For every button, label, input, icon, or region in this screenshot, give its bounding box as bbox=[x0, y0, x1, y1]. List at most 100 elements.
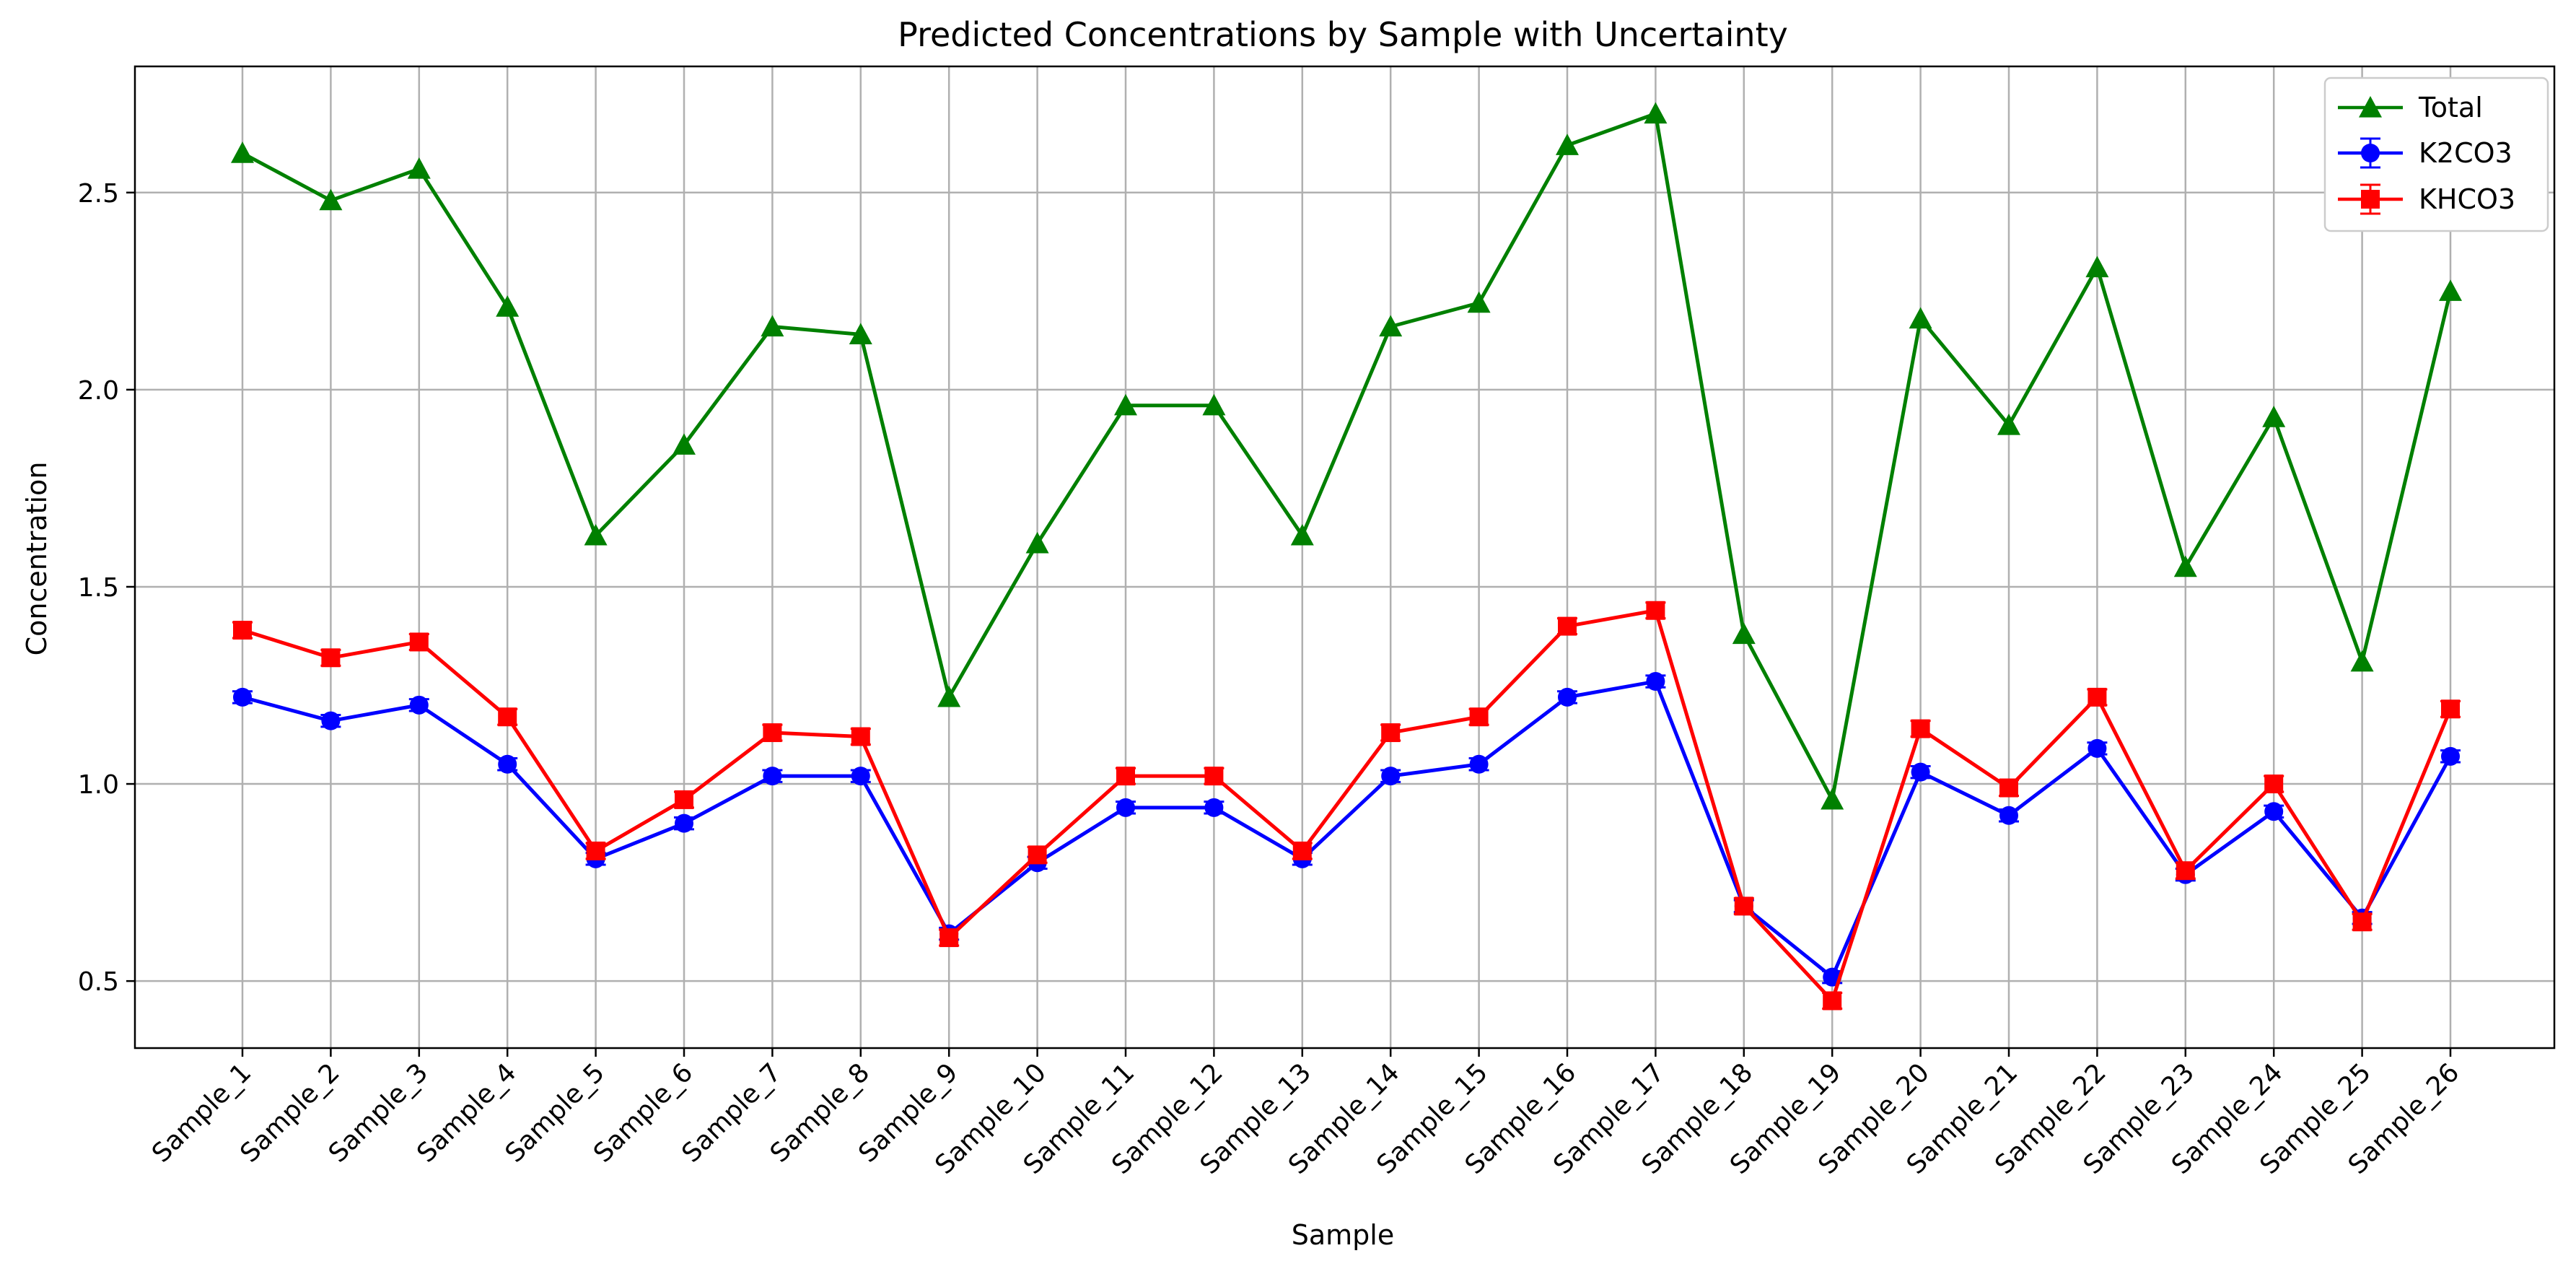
y-tick-label: 1.5 bbox=[78, 573, 119, 603]
data-point bbox=[2439, 279, 2462, 301]
legend-marker-shape bbox=[2359, 96, 2382, 118]
data-point bbox=[1646, 601, 1665, 620]
data-point bbox=[2441, 699, 2460, 719]
series-line bbox=[242, 608, 2453, 1003]
data-point bbox=[2262, 406, 2286, 427]
data-point bbox=[1379, 315, 1403, 337]
data-point bbox=[1999, 806, 2018, 825]
data-point bbox=[498, 707, 517, 727]
data-point bbox=[1116, 767, 1135, 786]
data-point bbox=[2264, 775, 2284, 794]
data-point bbox=[937, 685, 961, 707]
series-total bbox=[231, 102, 2462, 810]
data-point bbox=[1823, 991, 1842, 1011]
data-point bbox=[2352, 912, 2372, 932]
data-point bbox=[761, 315, 784, 337]
data-point bbox=[2176, 861, 2195, 881]
data-point bbox=[1911, 762, 1930, 782]
data-point bbox=[1469, 754, 1489, 774]
data-point bbox=[233, 621, 252, 640]
data-point bbox=[1732, 622, 1756, 645]
legend-marker-shape bbox=[2361, 144, 2380, 162]
data-point bbox=[2264, 802, 2284, 821]
data-point bbox=[409, 632, 429, 652]
data-point bbox=[1028, 845, 1047, 865]
data-point bbox=[498, 754, 517, 774]
data-point bbox=[407, 157, 431, 179]
data-point bbox=[851, 727, 870, 746]
legend-label-khco3: KHCO3 bbox=[2419, 183, 2515, 215]
legend-entry-total: Total bbox=[2338, 92, 2483, 123]
data-point bbox=[1734, 896, 1753, 916]
legend-label-total: Total bbox=[2418, 92, 2483, 123]
data-point bbox=[584, 523, 608, 546]
data-point bbox=[2441, 746, 2460, 766]
data-point bbox=[2087, 687, 2107, 707]
plot-frame bbox=[133, 65, 2556, 1050]
data-point bbox=[1646, 672, 1665, 691]
data-point bbox=[849, 323, 872, 345]
data-point bbox=[2173, 555, 2197, 577]
data-point bbox=[1999, 778, 2018, 798]
data-point bbox=[1290, 523, 1314, 546]
legend-label-k2co3: K2CO3 bbox=[2419, 137, 2513, 169]
data-point bbox=[763, 767, 782, 786]
data-point bbox=[1467, 291, 1491, 313]
series-line bbox=[241, 112, 2453, 802]
data-point bbox=[231, 141, 254, 163]
series-line bbox=[242, 679, 2453, 980]
legend-marker-shape bbox=[2361, 190, 2380, 209]
data-point bbox=[1911, 719, 1930, 738]
data-point bbox=[1821, 787, 1844, 810]
series-layer bbox=[231, 102, 2462, 1011]
y-tick-label: 2.5 bbox=[78, 179, 119, 209]
data-point bbox=[496, 295, 520, 317]
series-khco3 bbox=[232, 601, 2461, 1011]
data-point bbox=[1202, 393, 1226, 416]
data-point bbox=[1558, 687, 1577, 707]
data-point bbox=[1116, 798, 1135, 817]
data-point bbox=[1997, 414, 2020, 435]
data-point bbox=[1204, 798, 1224, 817]
data-point bbox=[851, 767, 870, 786]
grid bbox=[135, 66, 2554, 1048]
data-point bbox=[675, 790, 693, 809]
y-tick-label: 2.0 bbox=[78, 376, 119, 406]
data-point bbox=[233, 687, 252, 707]
data-point bbox=[1381, 723, 1401, 743]
data-point bbox=[675, 813, 693, 833]
legend-marker-k2co3 bbox=[2360, 137, 2380, 169]
data-point bbox=[1292, 841, 1312, 860]
legend: Total K2CO3 KHCO3 bbox=[2323, 77, 2549, 232]
legend-marker-total bbox=[2359, 96, 2382, 118]
data-point bbox=[1558, 616, 1577, 636]
legend-entry-k2co3: K2CO3 bbox=[2338, 137, 2513, 169]
data-point bbox=[1025, 531, 1049, 554]
data-point bbox=[1114, 393, 1137, 416]
data-point bbox=[1381, 767, 1401, 786]
data-point bbox=[321, 648, 341, 668]
data-point bbox=[321, 711, 341, 730]
x-axis-label: Sample bbox=[1292, 1219, 1394, 1251]
legend-marker-khco3 bbox=[2360, 183, 2380, 215]
data-point bbox=[2350, 650, 2374, 672]
data-point bbox=[2085, 256, 2109, 278]
data-point bbox=[1204, 767, 1224, 786]
data-point bbox=[1556, 134, 1579, 155]
data-point bbox=[1469, 707, 1489, 727]
data-point bbox=[673, 433, 696, 455]
data-point bbox=[1909, 307, 1932, 329]
data-point bbox=[763, 723, 782, 743]
y-axis-label: Concentration bbox=[21, 462, 53, 656]
data-point bbox=[939, 928, 959, 948]
data-point bbox=[2087, 738, 2107, 758]
data-point bbox=[409, 695, 429, 715]
data-point bbox=[586, 841, 605, 860]
data-point bbox=[1644, 102, 1668, 124]
legend-entry-khco3: KHCO3 bbox=[2338, 183, 2515, 215]
y-tick-label: 1.0 bbox=[78, 770, 119, 800]
y-tick-label: 0.5 bbox=[78, 967, 119, 997]
